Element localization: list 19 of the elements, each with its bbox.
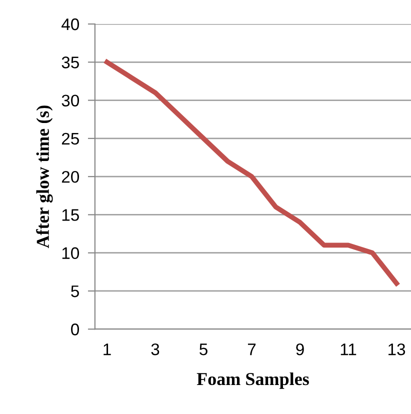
y-tick-label: 25 <box>62 132 79 145</box>
y-axis-title: After glow time (s) <box>36 106 53 248</box>
y-tick-label: 40 <box>62 18 80 30</box>
y-tick-label: 5 <box>71 286 79 298</box>
x-tick-label: 9 <box>296 343 304 356</box>
y-tick-label: 0 <box>71 324 80 336</box>
y-tick-label: 35 <box>62 56 79 68</box>
x-tick-label: 5 <box>200 344 208 356</box>
x-tick-label: 3 <box>151 343 160 356</box>
x-tick-label: 7 <box>248 344 256 356</box>
x-tick-label: 11 <box>340 344 356 356</box>
x-axis-title: Foam Samples <box>196 372 309 389</box>
y-tick-label: 20 <box>62 170 80 183</box>
line-series <box>104 60 399 286</box>
y-tick-label: 10 <box>62 247 80 260</box>
y-tick-label: 30 <box>62 94 80 106</box>
x-tick-label: 13 <box>388 343 406 356</box>
x-tick-label: 1 <box>104 344 111 356</box>
y-tick-label: 15 <box>62 209 79 221</box>
